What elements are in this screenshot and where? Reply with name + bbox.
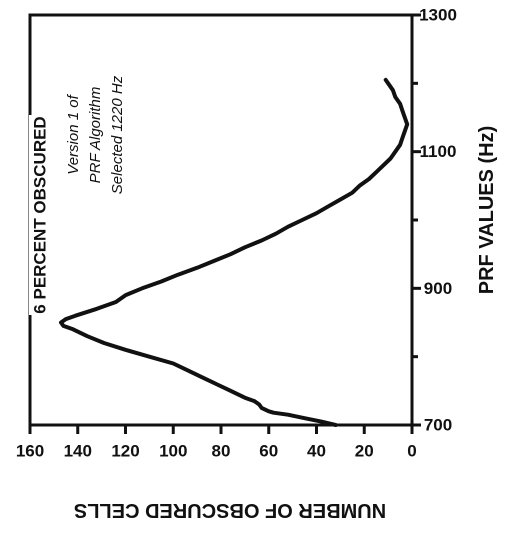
annotation-line-2: PRF Algorithm [87, 87, 104, 184]
y-tick-label: 160 [16, 442, 44, 461]
y-tick-label: 0 [407, 442, 416, 461]
x-tick-label: 700 [424, 416, 452, 435]
y-tick-label: 80 [212, 442, 231, 461]
annotation-line-1: Version 1 of [65, 93, 82, 174]
threshold-label: 6 PERCENT OBSCURED [31, 116, 50, 313]
y-tick-label: 20 [355, 442, 374, 461]
x-tick-label: 1300 [419, 6, 457, 25]
y-tick-label: 100 [159, 442, 187, 461]
x-axis-label: PRF VALUES (Hz) [476, 126, 498, 295]
x-tick-label: 900 [424, 279, 452, 298]
y-axis-label: NUMBER OF OBSCURED CELLS [74, 499, 386, 521]
y-axis-ticks: 160 140 120 100 80 60 40 20 0 [16, 425, 417, 461]
x-tick-label: 1100 [420, 142, 457, 161]
plot-frame [28, 13, 414, 427]
x-axis-ticks: 700 900 1100 1300 [412, 6, 457, 435]
y-tick-label: 120 [111, 442, 139, 461]
y-tick-label: 60 [259, 442, 278, 461]
annotation-line-3: Selected 1220 Hz [109, 75, 126, 194]
y-tick-label: 40 [307, 442, 326, 461]
series-line [59, 77, 410, 427]
threshold-label-bg [29, 115, 51, 315]
y-tick-label: 140 [64, 442, 92, 461]
